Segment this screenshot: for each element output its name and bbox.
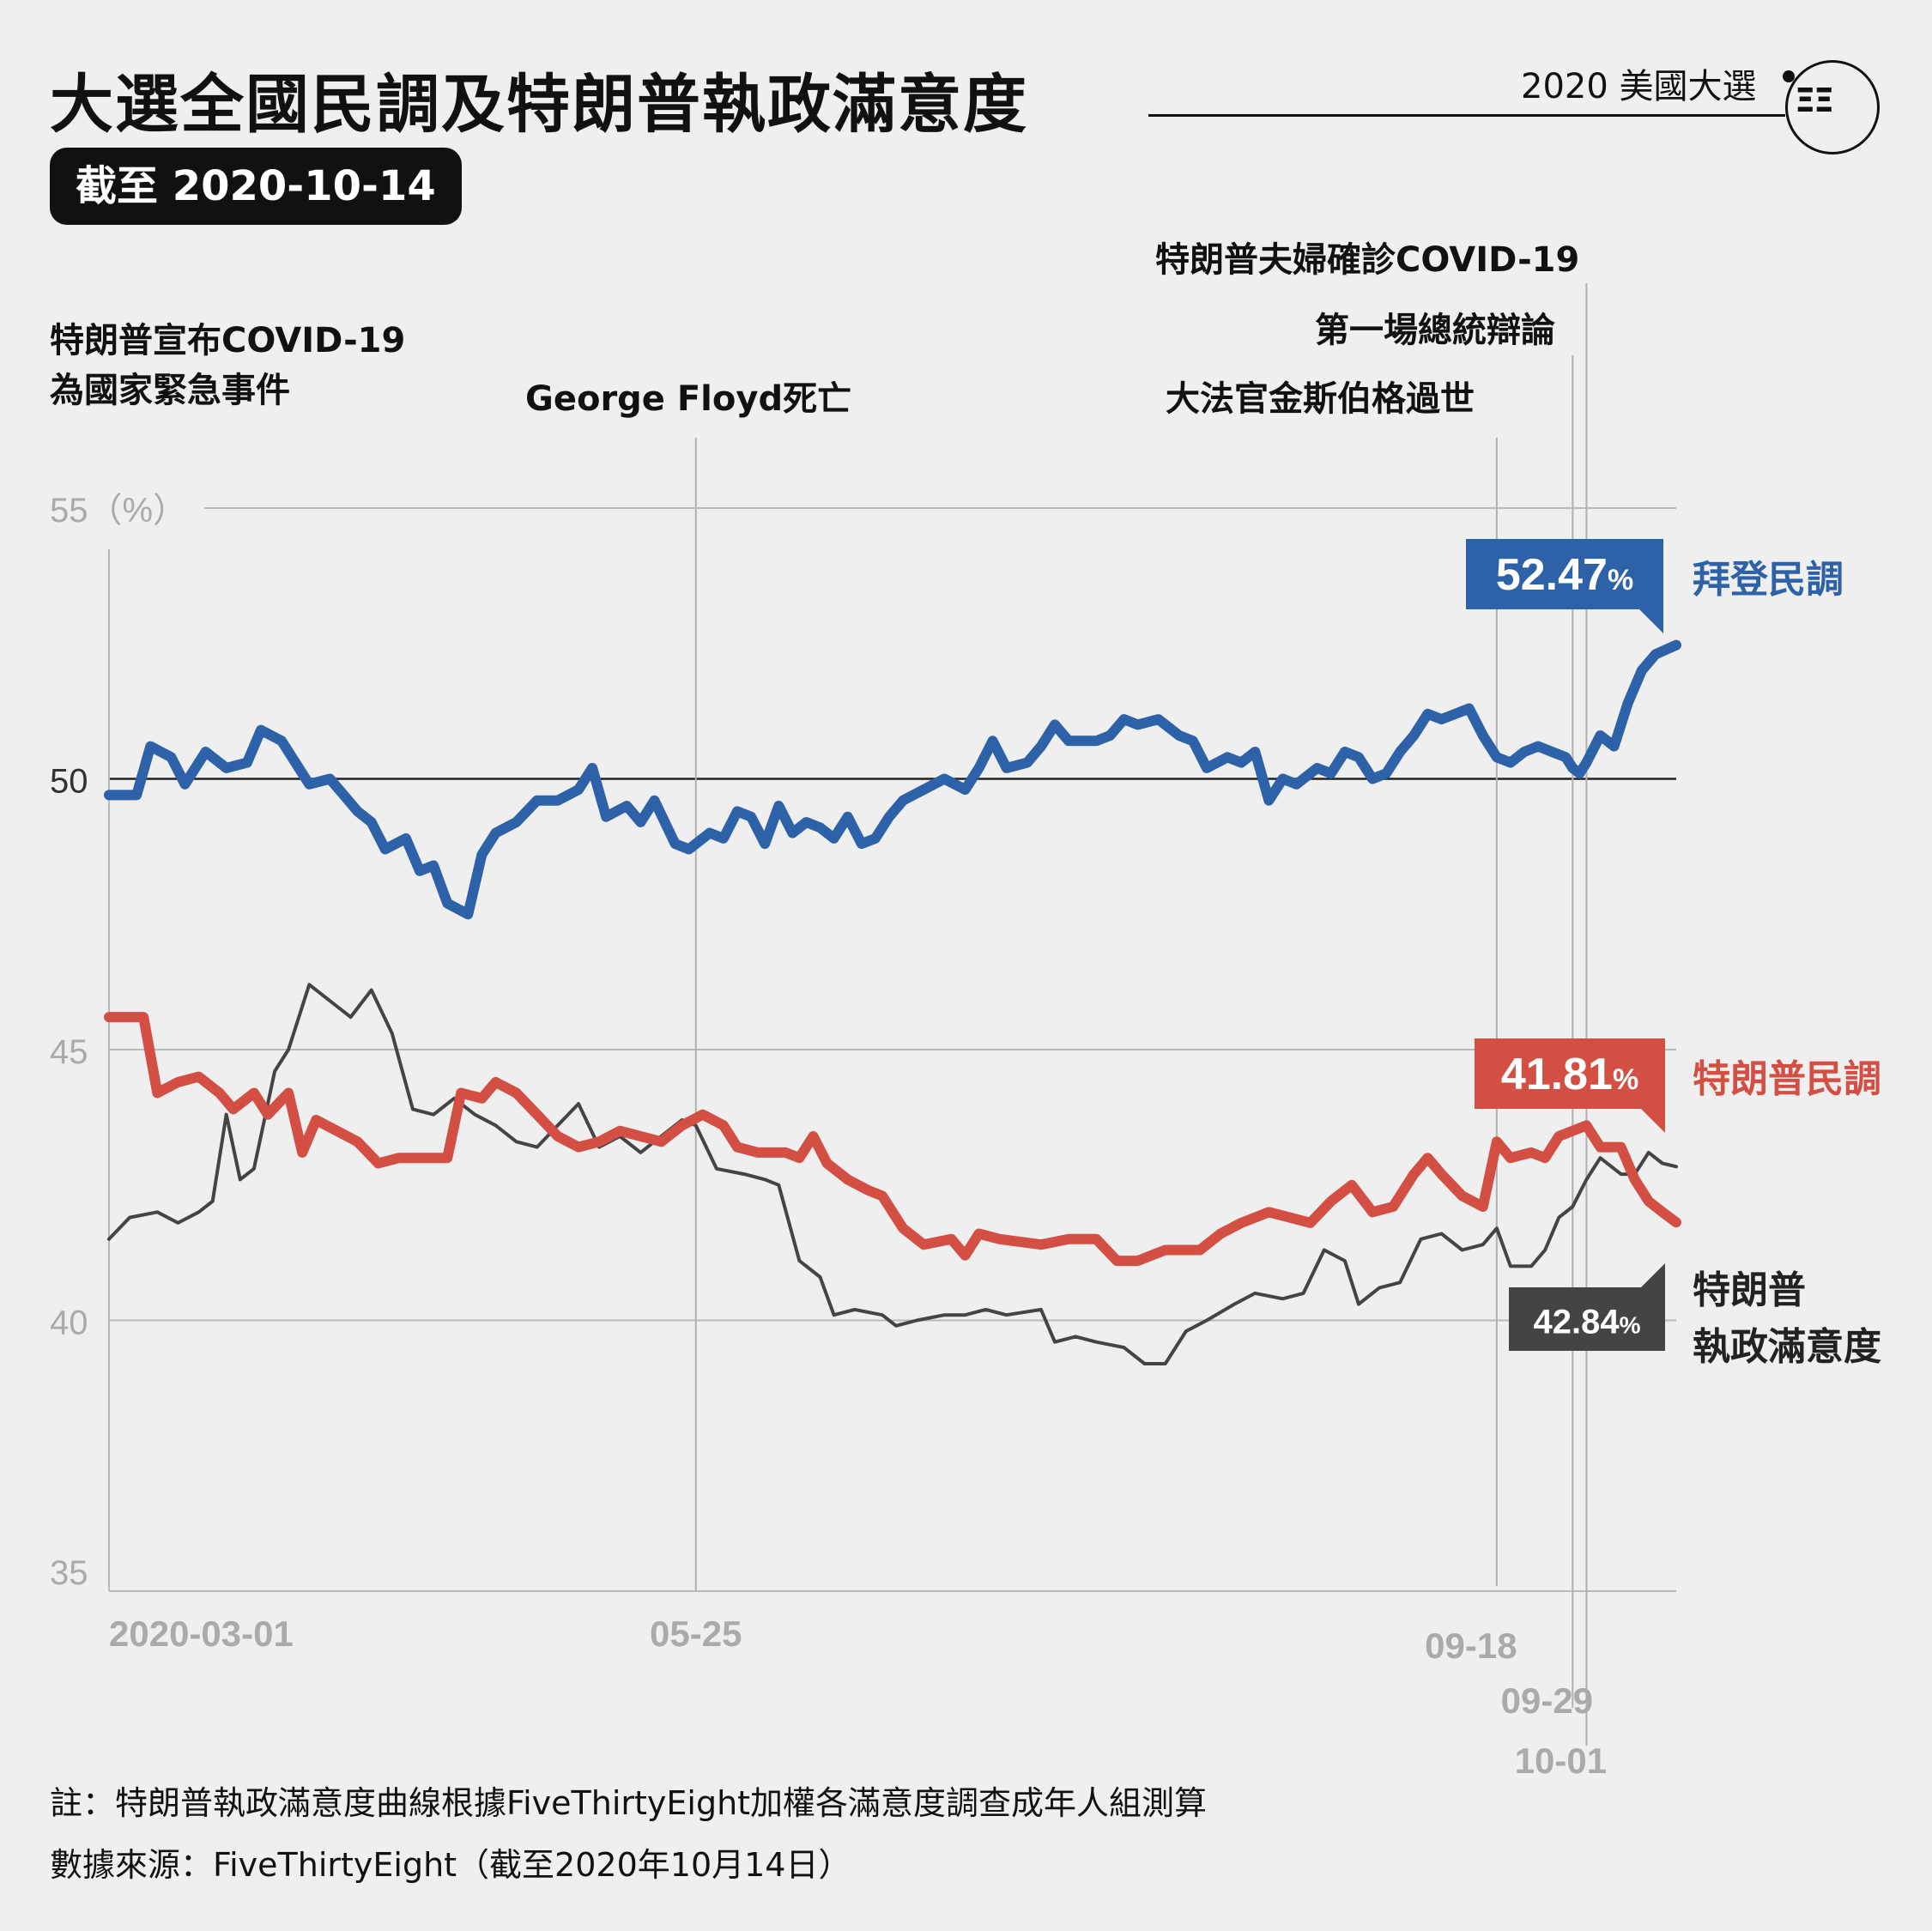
y-tick-label-40: 40: [50, 1304, 88, 1342]
date-badge: 截至 2020-10-14: [50, 148, 462, 225]
series-name-label-0-0: 拜登民調: [1693, 558, 1844, 602]
event-label-debate: 第一場總統辯論: [1315, 311, 1555, 350]
event-label-emergency: 特朗普宣布COVID-19 為國家緊急事件: [50, 321, 406, 410]
x-tick-label-2020-03-01: 2020-03-01: [109, 1613, 294, 1654]
footnote-note: 註：特朗普執政滿意度曲線根據FiveThirtyEight加權各滿意度調查成年人…: [50, 1784, 1208, 1822]
value-callout-label-2: 42.84%: [1533, 1303, 1640, 1341]
series-name-label-1-0: 特朗普民調: [1693, 1057, 1881, 1101]
series-line-2: [107, 983, 1678, 1365]
value-callout-box-0: [1466, 539, 1663, 609]
y-tick-label-35: 35: [50, 1554, 88, 1592]
value-callout-pointer-0: [1638, 608, 1663, 633]
footnote-source: 數據來源：FiveThirtyEight（截至2020年10月14日）: [50, 1846, 851, 1884]
series-line-1: [104, 1012, 1681, 1267]
event-label-floyd: George Floyd死亡: [525, 379, 852, 419]
x-tick-label-09-18: 09-18: [1425, 1625, 1517, 1666]
brand-logo[interactable]: ΞΞ: [1783, 60, 1880, 154]
x-tick-label-05-25: 05-25: [650, 1613, 742, 1654]
event-label-ginsburg: 大法官金斯伯格過世: [1166, 379, 1475, 419]
value-callout-box-2: [1509, 1287, 1665, 1351]
y-tick-label-45: 45: [50, 1033, 88, 1071]
series-line-0: [104, 639, 1681, 920]
x-tick-label-10-01: 10-01: [1515, 1740, 1607, 1781]
title-rule: [1148, 114, 1785, 117]
y-tick-label-55: 55（%）: [50, 492, 187, 530]
section-label: 2020 美國大選: [1521, 67, 1757, 106]
series-name-label-2-0: 特朗普: [1693, 1268, 1806, 1312]
y-tick-label-50: 50: [50, 763, 88, 801]
chart-title: 大選全國民調及特朗普執政滿意度: [50, 68, 1028, 142]
value-callout-pointer-2: [1639, 1263, 1665, 1289]
x-tick-label-09-29: 09-29: [1501, 1680, 1593, 1721]
logo-glyph-icon: ΞΞ: [1795, 82, 1834, 119]
value-callout-label-0: 52.47%: [1496, 550, 1633, 600]
logo-dot-icon: [1783, 70, 1795, 82]
event-label-covid-diagnosis: 特朗普夫婦確診COVID-19: [1155, 240, 1580, 280]
value-callout-label-1: 41.81%: [1501, 1050, 1638, 1099]
series-name-label-2-1: 執政滿意度: [1693, 1325, 1881, 1369]
value-callout-pointer-1: [1639, 1107, 1665, 1133]
value-callout-box-1: [1475, 1038, 1665, 1109]
